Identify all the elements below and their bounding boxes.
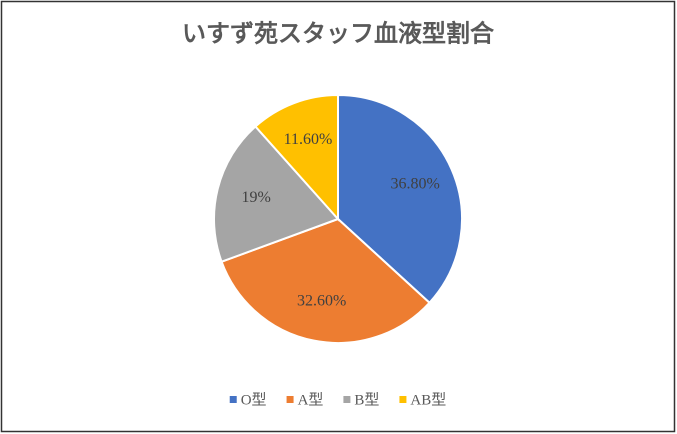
data-label: 32.60% [297, 292, 346, 309]
legend-swatch [286, 396, 294, 403]
legend-swatch [343, 396, 351, 403]
legend-label: B型 [354, 391, 379, 408]
legend-label: AB型 [410, 391, 446, 408]
data-label: 19% [242, 189, 271, 206]
data-label: 36.80% [391, 176, 440, 193]
pie-slice [213, 125, 340, 264]
pie-slice [254, 93, 339, 222]
pie-slice [337, 93, 463, 305]
legend-swatch [399, 396, 407, 403]
legend-label: A型 [298, 391, 324, 408]
data-label: 11.60% [284, 131, 333, 148]
chart-title: いすず苑スタッフ血液型割合 [182, 19, 495, 47]
legend-label: O型 [241, 391, 267, 408]
pie-slice [220, 217, 431, 344]
legend-swatch [229, 396, 237, 403]
